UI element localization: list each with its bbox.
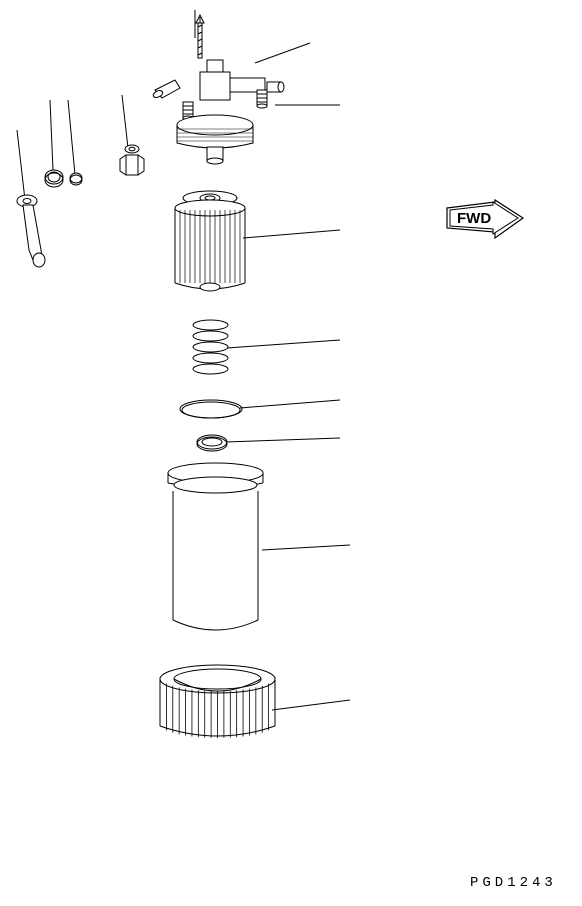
drawing-number-label: PGD1243 xyxy=(470,875,557,891)
technical-drawing xyxy=(0,0,582,901)
svg-text:FWD: FWD xyxy=(457,210,491,227)
fwd-direction-badge: FWD xyxy=(445,200,530,243)
diagram-container: FWD PGD1243 xyxy=(0,0,582,901)
